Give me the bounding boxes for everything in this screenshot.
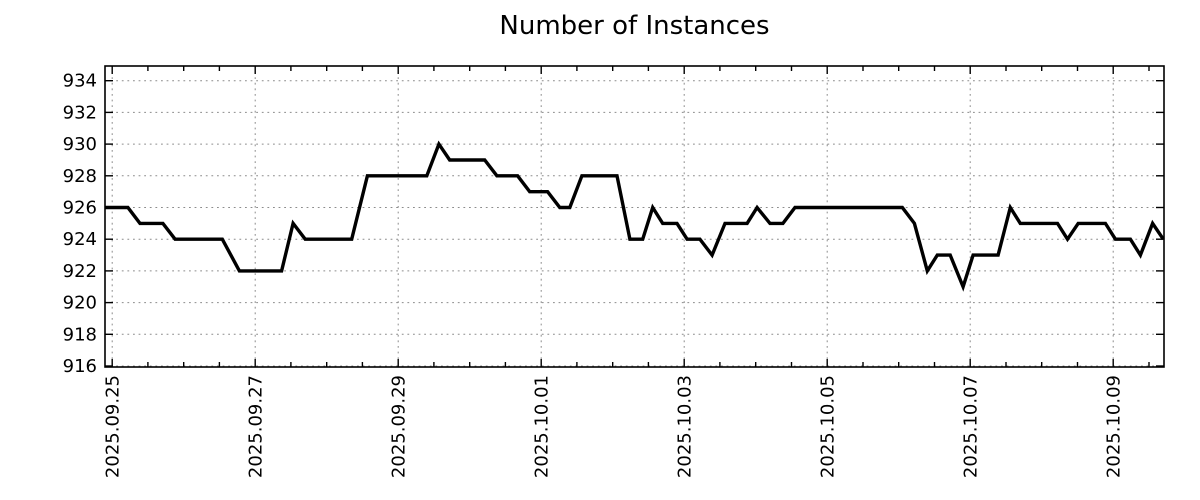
y-tick-label: 920 [63, 293, 97, 314]
svg-text:2025.10.09: 2025.10.09 [1104, 375, 1125, 478]
x-tick-label: 2025.10.09 [1104, 375, 1125, 478]
y-tick-label: 928 [63, 166, 97, 187]
y-tick-label: 934 [63, 71, 97, 92]
y-tick-label: 918 [63, 324, 97, 345]
svg-text:2025.10.05: 2025.10.05 [818, 375, 839, 478]
plot-frame [104, 65, 1165, 368]
svg-text:2025.10.03: 2025.10.03 [675, 375, 696, 478]
x-tick-label: 2025.10.07 [961, 375, 982, 478]
x-tick-label: 2025.09.27 [246, 375, 267, 478]
y-tick-label: 924 [63, 229, 97, 250]
y-tick-label: 930 [63, 134, 97, 155]
y-tick-label: 926 [63, 198, 97, 219]
x-tick-label: 2025.10.01 [532, 375, 553, 478]
x-tick-label: 2025.09.25 [103, 375, 124, 478]
chart-title: Number of Instances [499, 11, 770, 41]
y-tick-label: 932 [63, 102, 97, 123]
svg-text:2025.09.27: 2025.09.27 [246, 375, 267, 478]
y-tick-label: 916 [63, 356, 97, 377]
x-tick-label: 2025.09.29 [389, 375, 410, 478]
svg-text:2025.10.01: 2025.10.01 [532, 375, 553, 478]
x-tick-label: 2025.10.03 [675, 375, 696, 478]
x-tick-label: 2025.10.05 [818, 375, 839, 478]
y-tick-label: 922 [63, 261, 97, 282]
svg-text:2025.09.25: 2025.09.25 [103, 375, 124, 478]
data-series-line [105, 140, 1165, 292]
svg-text:2025.09.29: 2025.09.29 [389, 375, 410, 478]
svg-text:2025.10.07: 2025.10.07 [961, 375, 982, 478]
